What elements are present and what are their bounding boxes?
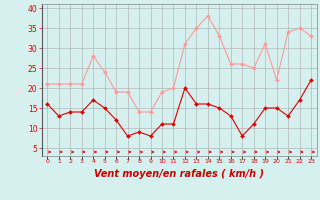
X-axis label: Vent moyen/en rafales ( km/h ): Vent moyen/en rafales ( km/h )	[94, 169, 264, 179]
